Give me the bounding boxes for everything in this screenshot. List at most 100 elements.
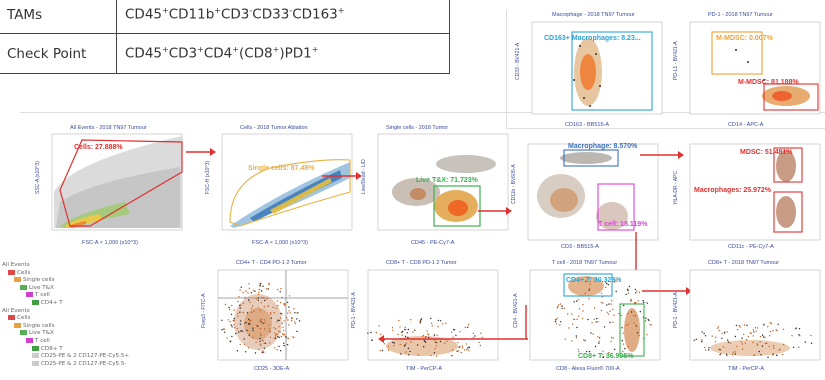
plot-title: CD8+ T - CD8 PD-1 2 Tumor	[386, 260, 457, 266]
plot-title: Single cells - 2018 Tumor	[386, 125, 448, 131]
density-cloud	[392, 155, 496, 222]
x-axis-label: CD8 - Alexa Fluor® 700-A	[556, 365, 620, 372]
hierarchy-item[interactable]: Live T&X	[20, 284, 54, 292]
hierarchy-item[interactable]: CD4+ T	[32, 299, 63, 307]
t-cell-gate	[597, 183, 635, 231]
arrow-icon	[186, 148, 216, 156]
hierarchy-label: T cell	[35, 338, 50, 344]
hierarchy-item[interactable]: CD25-PE & 2 CD127-PE-Cy5.5+	[32, 352, 129, 360]
macrophage-gate	[773, 191, 803, 233]
hierarchy-item[interactable]: Cells	[8, 314, 30, 322]
arrow-icon	[640, 151, 684, 159]
density-cloud	[735, 49, 810, 106]
scatter-plot-t-cell: T cell - 2018 TN97 Tumour CD4+ T: 30.325…	[508, 258, 668, 380]
gate-label: Macrophages: 25.972%	[694, 187, 772, 194]
y-axis-label: PD-1 - BV421-A	[673, 291, 679, 328]
hierarchy-item[interactable]: All Events	[2, 307, 30, 315]
density-cloud	[234, 294, 282, 350]
y-axis-label: CD11b - BV605-A	[511, 164, 517, 204]
gate-color-icon	[32, 353, 39, 359]
hierarchy-label: CD25-PE & 2 CD127-PE-Cy5.5+	[41, 353, 130, 360]
population-name: Check Point	[0, 33, 117, 74]
event-dots	[554, 279, 652, 358]
density-cloud	[568, 276, 640, 352]
gate-color-icon	[8, 315, 15, 321]
mmdsc-gate	[711, 31, 763, 75]
marker-phenotype: CD45+CD3+CD4+(CD8+)PD1+	[116, 33, 450, 74]
density-cloud	[776, 150, 796, 228]
scatter-plot-all-events: All Events - 2018 TN97 Tumour Cells: 27.…	[30, 122, 190, 252]
y-axis-label: SSC-A (x10^3)	[35, 161, 41, 194]
x-axis-label: TIM - PerCP-A	[406, 366, 442, 372]
scatter-plot-mdsc-macrophages: MDSC: 51.481% Macrophages: 25.972% HLA-D…	[668, 132, 825, 262]
gate-label: M-MDSC: 0.007%	[716, 35, 774, 42]
y-axis-label: CD4 - BV421-A	[513, 293, 519, 328]
scatter-plot-mdsc-top: PD-1 - 2018 TN97 Tumour M-MDSC: 0.007% M…	[668, 10, 825, 135]
hierarchy-label: CD8+ T	[41, 345, 63, 352]
gate-label: T cell: 18.119%	[598, 221, 648, 228]
gate-color-icon	[8, 269, 15, 275]
plot-title: All Events - 2018 TN97 Tumour	[70, 125, 147, 131]
cd4-gate	[563, 273, 613, 297]
panel-frame-middle	[20, 112, 825, 265]
hierarchy-item[interactable]: CD25-PE & 2 CD127-PE-Cy5.5-	[32, 360, 126, 368]
scatter-plot-live: Single cells - 2018 Tumor Live T&X: 71.7…	[356, 122, 516, 252]
gate-color-icon	[20, 330, 27, 336]
density-cloud	[573, 38, 602, 107]
plot-title: CD8+ T - 2018 TN97 Tumour	[708, 260, 779, 266]
x-axis-label: CD14 - APC-A	[728, 122, 764, 128]
population-name: TAMs	[0, 0, 117, 34]
hierarchy-item[interactable]: Single cells	[14, 322, 55, 330]
event-dots	[693, 322, 813, 358]
gate-color-icon	[14, 277, 21, 283]
scatter-plot-cd4-quadrant: CD4+ T - CD4 PD-1 2 Tumor Foxp3 - FITC-A…	[196, 258, 356, 380]
y-axis-label: FSC-H (x10^3)	[205, 160, 211, 194]
density-cloud	[230, 162, 350, 228]
hierarchy-label: CD4+ T	[41, 300, 63, 306]
marker-table: TAMs CD45+CD11b+CD3-CD33-CD163+ Check Po…	[0, 0, 450, 74]
scatter-plot-single-cells: Cells - 2018 Tumor Ablation Single cells…	[200, 122, 360, 252]
hierarchy-label: Single cells	[23, 322, 55, 329]
hierarchy-item[interactable]: Cells	[8, 269, 30, 277]
y-axis-label: PD-1 - BV421-A	[351, 291, 357, 328]
hierarchy-item[interactable]: Live T&X	[20, 329, 54, 337]
y-axis-label: PD-L1 - BV421-A	[673, 41, 679, 80]
hierarchy-item[interactable]: T cell	[26, 291, 50, 299]
scatter-plot-cd8-pd1: CD8+ T - 2018 TN97 Tumour PD-1 - BV421-A…	[668, 258, 825, 380]
event-dots	[221, 282, 301, 354]
hierarchy-item[interactable]: Single cells	[14, 276, 55, 284]
arrow-icon	[642, 287, 692, 295]
gating-hierarchy: All Events Cells Single cells Live T&X T cel…	[2, 261, 192, 371]
table-row: TAMs CD45+CD11b+CD3-CD33-CD163+	[0, 0, 450, 34]
plot-title: Macrophage - 2018 TN97 Tumour	[552, 12, 635, 18]
hierarchy-label: All Events	[2, 307, 30, 314]
hierarchy-label: Cells	[17, 315, 31, 322]
density-cloud	[386, 336, 458, 356]
arrow-icon	[478, 207, 512, 215]
gate-label: CD163+ Macrophages: 8.23...	[544, 35, 641, 42]
hierarchy-label: T cell	[35, 292, 50, 299]
pmn-mdsc-gate	[763, 83, 819, 111]
gate-label: Live T&X: 71.723%	[416, 177, 479, 184]
gate-label: Cells: 27.888%	[74, 144, 123, 151]
x-axis-label: TIM - PerCP-A	[728, 366, 764, 372]
hierarchy-item[interactable]: All Events	[2, 261, 30, 269]
single-cells-gate	[229, 159, 351, 227]
panel-frame-top-right	[506, 10, 825, 129]
gate-label: CD8+ T: 36.905%	[578, 353, 634, 360]
macrophage-gate	[563, 149, 619, 167]
y-axis-label: Foxp3 - FITC-A	[201, 293, 207, 328]
hierarchy-item[interactable]: T cell	[26, 337, 50, 345]
cd163-gate	[571, 31, 653, 111]
hierarchy-label: CD25-PE & 2 CD127-PE-Cy5.5-	[41, 360, 127, 367]
y-axis-label: CD33 - BV421-A	[515, 42, 521, 80]
x-axis-label: CD163 - BB515-A	[565, 122, 609, 128]
x-axis-label: FSC-A × 1,000 (x10^3)	[82, 240, 138, 246]
x-axis-label: CD3 - BB515-A	[561, 244, 599, 250]
arrow-icon	[378, 335, 528, 343]
hierarchy-item[interactable]: CD8+ T	[32, 345, 63, 353]
gate-label: M-MDSC: 81.188%	[738, 79, 799, 86]
x-axis-label: CD45 - PE-Cy7-A	[411, 240, 455, 246]
plot-title: Cells - 2018 Tumor Ablation	[240, 125, 308, 131]
gate-color-icon	[20, 284, 27, 290]
